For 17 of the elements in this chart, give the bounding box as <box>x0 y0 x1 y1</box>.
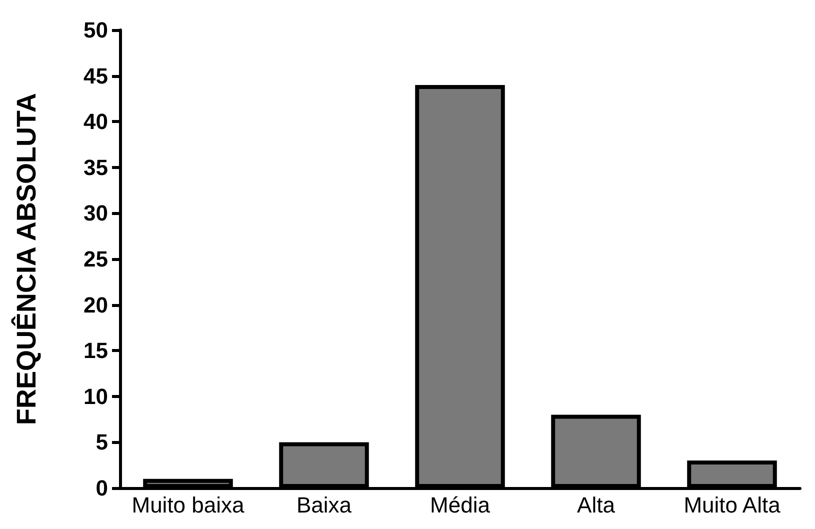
y-tick-label: 20 <box>84 292 108 318</box>
y-tick-label: 25 <box>84 246 108 272</box>
y-tick-label: 10 <box>84 384 108 409</box>
x-tick-label: Muito Alta <box>684 492 782 518</box>
x-tick-label: Alta <box>577 492 616 518</box>
x-tick-label: Média <box>430 492 491 518</box>
y-tick-label: 45 <box>84 63 108 88</box>
y-axis-title: FREQUÊNCIA ABSOLUTA <box>10 93 42 425</box>
x-tick-label: Baixa <box>296 492 352 518</box>
y-tick-label: 40 <box>84 109 108 134</box>
y-tick-label: 15 <box>84 338 108 364</box>
x-tick-label: Muito baixa <box>132 492 246 518</box>
y-tick-label: 0 <box>96 476 108 500</box>
y-tick-label: 35 <box>84 154 108 180</box>
y-tick-label: 30 <box>84 200 108 226</box>
y-tick-label: 50 <box>84 18 108 42</box>
y-tick-label: 5 <box>96 430 108 455</box>
